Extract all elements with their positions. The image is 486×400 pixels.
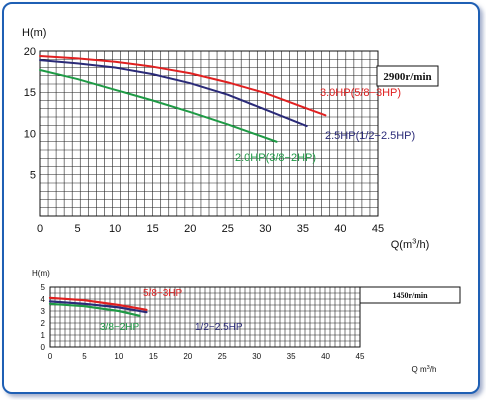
- series-label: 2.0HP(3/8−2HP): [235, 152, 316, 164]
- y-axis-label: H(m): [22, 27, 46, 39]
- chart-grid: [49, 286, 361, 348]
- y-tick-label: 15: [24, 87, 36, 99]
- series-line: [39, 54, 327, 117]
- x-axis-label-main: Q(m: [391, 239, 412, 251]
- y-tick-label: 1: [41, 331, 46, 340]
- x-tick-label: 5: [74, 223, 80, 235]
- y-tick-label: 10: [24, 128, 36, 140]
- speed-label: 2900r/min: [383, 71, 431, 83]
- series-label: 3/8−2HP: [100, 322, 140, 333]
- series-label: 2.5HP(1/2−2.5HP): [325, 130, 415, 142]
- x-tick-label: 25: [218, 352, 227, 361]
- x-tick-label: 15: [149, 352, 158, 361]
- x-tick-label: 40: [334, 223, 346, 235]
- plot-border: [39, 50, 379, 217]
- x-tick-label: 10: [114, 352, 123, 361]
- series-label: 1/2−2.5HP: [195, 322, 243, 333]
- x-tick-label: 45: [356, 352, 365, 361]
- x-tick-label: 0: [37, 223, 43, 235]
- y-tick-label: 4: [41, 295, 46, 304]
- x-axis-label-sup: 3: [427, 365, 430, 371]
- series-line: [48, 296, 148, 311]
- speed-box: [376, 65, 439, 87]
- y-tick-label: 5: [30, 170, 36, 182]
- speed-label: 1450r/min: [392, 291, 428, 300]
- chart-1: 2900r/min 0 5 10 15 20 25 30 35 40 45 5 10 15 20 H(m) Q(…: [22, 27, 439, 251]
- x-tick-label: 30: [259, 223, 271, 235]
- series-line: [48, 300, 148, 314]
- y-tick-label: 20: [24, 46, 36, 58]
- series-line: [39, 59, 308, 128]
- y-tick-label: 0: [41, 343, 46, 352]
- y-tick-label: 2: [41, 319, 46, 328]
- x-axis-label-tail: /h: [430, 365, 437, 374]
- x-tick-label: 30: [252, 352, 261, 361]
- x-tick-label: 10: [109, 223, 121, 235]
- series-line: [39, 68, 278, 143]
- x-axis-label-tail: /h): [416, 239, 429, 251]
- x-axis-label-sup: 3: [412, 237, 416, 246]
- x-tick-label: 40: [321, 352, 330, 361]
- y-tick-label: 3: [41, 307, 46, 316]
- series-label: 5/8−3HP: [143, 288, 183, 299]
- y-tick-label: 5: [41, 283, 46, 292]
- x-tick-label: 15: [147, 223, 159, 235]
- x-tick-label: 35: [297, 223, 309, 235]
- series-line: [48, 302, 141, 317]
- x-axis-label: Q m3/h: [412, 365, 437, 374]
- speed-box: [359, 286, 461, 304]
- y-axis-label: H(m): [32, 269, 50, 278]
- x-axis-label-main: Q m: [412, 365, 427, 374]
- x-tick-label: 45: [372, 223, 384, 235]
- x-tick-label: 25: [222, 223, 234, 235]
- x-tick-label: 20: [183, 352, 192, 361]
- x-tick-label: 20: [184, 223, 196, 235]
- x-tick-label: 35: [287, 352, 296, 361]
- plot-border: [49, 286, 361, 348]
- series-label: 3.0HP(5/8−3HP): [320, 87, 401, 99]
- x-tick-label: 5: [82, 352, 87, 361]
- x-axis-label: Q(m3/h): [391, 237, 430, 251]
- x-tick-label: 0: [48, 352, 53, 361]
